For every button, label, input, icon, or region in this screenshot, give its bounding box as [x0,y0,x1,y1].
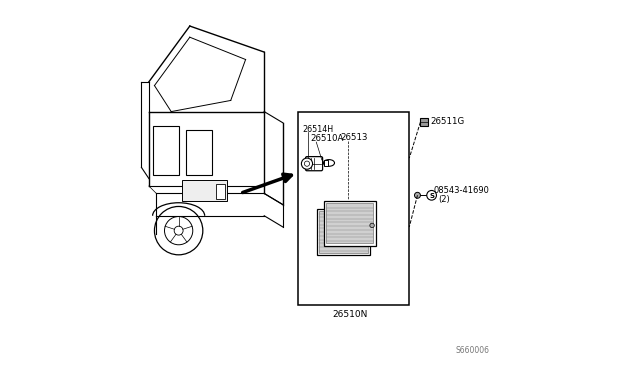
Text: 08543-41690: 08543-41690 [434,186,490,195]
Bar [298,112,410,305]
Bar [152,126,179,175]
Text: 26511G: 26511G [430,116,465,125]
Bar [216,184,225,199]
Text: 26513: 26513 [340,132,368,141]
Text: S: S [429,193,435,199]
Circle shape [370,223,374,228]
Bar [324,201,376,246]
Text: 26510N: 26510N [333,310,368,319]
Bar [186,130,212,175]
Text: S660006: S660006 [456,346,490,355]
Text: 26510A: 26510A [310,134,344,143]
Bar [324,160,328,166]
FancyBboxPatch shape [305,157,323,171]
Circle shape [301,158,312,169]
Bar [326,203,373,243]
Bar [317,209,370,255]
Text: (2): (2) [438,195,450,204]
Text: 26514H: 26514H [302,125,333,134]
Ellipse shape [323,160,335,166]
Bar [319,211,369,253]
Bar [420,118,428,126]
Bar [182,180,227,201]
Circle shape [415,192,420,198]
